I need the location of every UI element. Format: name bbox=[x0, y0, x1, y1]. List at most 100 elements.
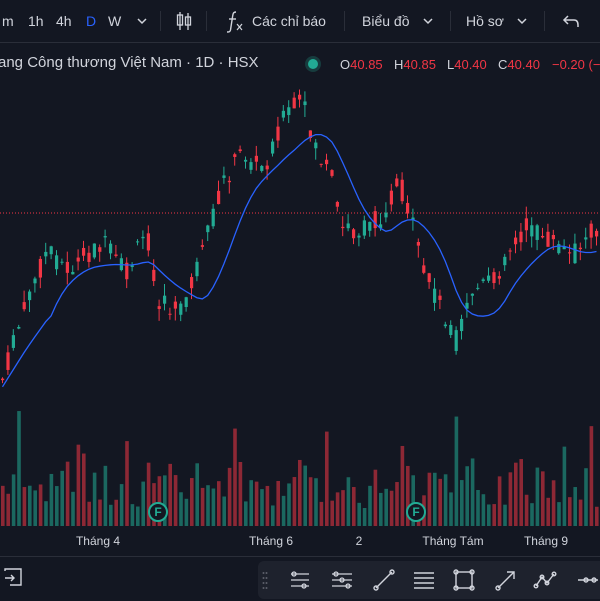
candles-icon[interactable] bbox=[174, 0, 194, 42]
interval-m[interactable]: m bbox=[2, 13, 14, 29]
volume-bar bbox=[524, 494, 529, 526]
profile-chevron-down-icon[interactable] bbox=[516, 0, 528, 42]
volume-bar bbox=[195, 463, 199, 526]
volume-bar bbox=[492, 504, 496, 526]
volume-bar bbox=[406, 465, 410, 526]
candle-body bbox=[163, 295, 167, 304]
undo-icon[interactable] bbox=[562, 0, 580, 42]
volume-bar bbox=[168, 463, 172, 526]
financials-event-badge[interactable]: F bbox=[148, 502, 168, 522]
candle-body bbox=[422, 265, 426, 273]
candle-body bbox=[433, 288, 437, 303]
text-lines-icon[interactable] bbox=[410, 566, 438, 594]
volume-bar bbox=[541, 471, 545, 526]
candle-body bbox=[271, 141, 275, 154]
candle-body bbox=[1, 378, 5, 381]
candle-body bbox=[136, 241, 140, 243]
volume-bar bbox=[114, 499, 118, 526]
candle-body bbox=[238, 149, 242, 152]
volume-bar bbox=[303, 465, 307, 526]
interval-4h[interactable]: 4h bbox=[56, 13, 72, 29]
indicators-button[interactable]: Các chỉ báo bbox=[252, 13, 326, 29]
line-icon[interactable] bbox=[370, 566, 398, 594]
replay-icon[interactable] bbox=[2, 565, 26, 589]
measure-icon[interactable] bbox=[574, 566, 600, 594]
candle-body bbox=[400, 179, 404, 202]
candle-body bbox=[319, 163, 323, 165]
candle-body bbox=[470, 293, 474, 296]
rectangle-icon[interactable] bbox=[450, 566, 478, 594]
time-axis[interactable]: Tháng 4 Tháng 6 2 Tháng Tám Tháng 9 bbox=[0, 528, 600, 554]
candle-body bbox=[103, 236, 107, 238]
ohlc-open: O40.85 bbox=[340, 57, 383, 72]
candle-body bbox=[384, 212, 388, 218]
volume-bar bbox=[109, 504, 113, 526]
volume-bar bbox=[211, 488, 216, 526]
volume-bar bbox=[514, 462, 518, 526]
ohlc-low: L40.40 bbox=[447, 57, 487, 72]
symbol-title[interactable]: ang Công thương Việt Nam · 1D · HSX bbox=[0, 54, 259, 71]
volume-bar bbox=[249, 480, 253, 526]
volume-bar bbox=[476, 489, 480, 526]
candle-body bbox=[109, 243, 113, 254]
candle-body bbox=[514, 237, 518, 245]
candle-body bbox=[157, 306, 161, 309]
market-status-icon[interactable] bbox=[308, 59, 318, 69]
volume-bar bbox=[71, 491, 75, 526]
horizontal-lines-icon[interactable] bbox=[328, 566, 356, 594]
volume-bar bbox=[508, 472, 513, 526]
financials-event-badge[interactable]: F bbox=[406, 502, 426, 522]
interval-1h[interactable]: 1h bbox=[28, 13, 44, 29]
candle-body bbox=[335, 201, 339, 207]
candle-body bbox=[395, 178, 399, 187]
path-icon[interactable] bbox=[532, 566, 560, 594]
volume-bar bbox=[568, 497, 572, 526]
candle-body bbox=[465, 302, 469, 309]
candle-body bbox=[33, 278, 37, 284]
volume-bar bbox=[460, 480, 464, 526]
drawing-toolbar bbox=[258, 561, 600, 599]
interval-chevron-down-icon[interactable] bbox=[136, 0, 150, 42]
volume-bar bbox=[368, 485, 372, 526]
candle-body bbox=[38, 258, 42, 278]
volume-bar bbox=[87, 501, 91, 526]
interval-w[interactable]: W bbox=[108, 13, 122, 29]
candle-body bbox=[254, 155, 258, 162]
layout-chevron-down-icon[interactable] bbox=[422, 0, 434, 42]
candle-body bbox=[6, 352, 10, 370]
candle-body bbox=[98, 247, 102, 252]
profile-button[interactable]: Hồ sơ bbox=[466, 13, 504, 29]
candle-body bbox=[578, 247, 582, 250]
toolbar-divider bbox=[160, 11, 161, 31]
volume-bar bbox=[443, 474, 448, 526]
candle-body bbox=[55, 255, 59, 270]
volume-bar bbox=[49, 473, 54, 526]
candle-body bbox=[492, 272, 496, 284]
function-icon[interactable] bbox=[224, 0, 246, 42]
drag-handle-icon[interactable] bbox=[262, 569, 268, 591]
layout-button[interactable]: Biểu đồ bbox=[362, 13, 410, 29]
volume-bar bbox=[254, 481, 259, 526]
interval-d[interactable]: D bbox=[86, 13, 97, 29]
volume-bar bbox=[92, 472, 97, 526]
candle-body bbox=[44, 251, 48, 257]
price-chart[interactable] bbox=[0, 42, 600, 528]
candle-body bbox=[373, 211, 377, 229]
volume-bar bbox=[465, 466, 469, 526]
trend-line-icon[interactable] bbox=[286, 566, 314, 594]
candle-body bbox=[346, 223, 350, 229]
candle-body bbox=[595, 230, 599, 237]
volume-bar bbox=[319, 501, 324, 526]
volume-bar bbox=[427, 472, 432, 526]
top-toolbar: m 1h 4h D W Các chỉ báo Biểu đồ Hồ sơ bbox=[0, 0, 600, 43]
volume-bar bbox=[82, 453, 86, 526]
volume-bar bbox=[557, 502, 561, 526]
candle-body bbox=[362, 220, 366, 236]
volume-bars bbox=[1, 411, 599, 526]
candle-body bbox=[244, 159, 248, 162]
volume-bar bbox=[551, 480, 556, 526]
volume-bar bbox=[389, 490, 394, 526]
candle-body bbox=[217, 190, 221, 205]
volume-bar bbox=[578, 499, 583, 526]
arrow-icon[interactable] bbox=[492, 566, 520, 594]
